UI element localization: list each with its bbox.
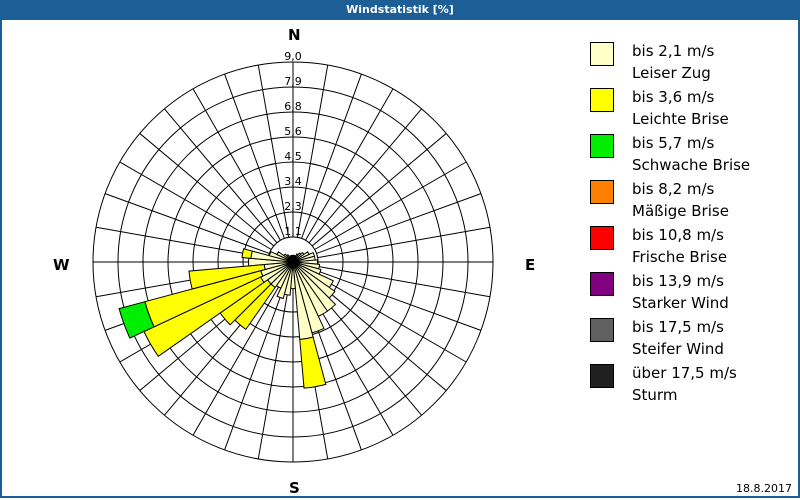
legend-name: Schwache Brise [632,156,751,174]
legend-name: Leichte Brise [632,110,729,128]
svg-text:7,9: 7,9 [284,75,302,88]
svg-text:9,0: 9,0 [284,50,302,63]
legend-speed: bis 2,1 m/s [632,42,715,60]
legend-swatch [590,134,614,158]
compass-north-label: N [288,26,301,44]
legend-swatch [590,226,614,250]
legend-swatch [590,42,614,66]
compass-east-label: E [525,256,536,274]
legend-speed: bis 10,8 m/s [632,226,724,244]
legend-swatch [590,364,614,388]
svg-text:4,5: 4,5 [284,150,302,163]
legend-swatch [590,318,614,342]
compass-west-label: W [53,256,70,274]
window-title: Windstatistik [%] [0,0,800,20]
svg-text:6,8: 6,8 [284,100,302,113]
legend-name: Mäßige Brise [632,202,729,220]
legend-swatch [590,88,614,112]
legend-speed: bis 3,6 m/s [632,88,715,106]
legend-name: Sturm [632,386,678,404]
svg-text:5,6: 5,6 [284,125,302,138]
legend-speed: bis 5,7 m/s [632,134,715,152]
legend-name: Frische Brise [632,248,728,266]
svg-text:2,3: 2,3 [284,200,302,213]
legend-speed: bis 8,2 m/s [632,180,715,198]
legend-speed: bis 17,5 m/s [632,318,724,336]
legend-speed: über 17,5 m/s [632,364,737,382]
legend-swatch [590,272,614,296]
legend-name: Starker Wind [632,294,729,312]
legend-speed: bis 13,9 m/s [632,272,724,290]
svg-text:3,4: 3,4 [284,175,302,188]
compass-south-label: S [289,479,300,497]
svg-text:1,1: 1,1 [284,225,302,238]
legend-name: Steifer Wind [632,340,724,358]
legend-swatch [590,180,614,204]
date-label: 18.8.2017 [736,482,792,495]
legend-name: Leiser Zug [632,64,711,82]
